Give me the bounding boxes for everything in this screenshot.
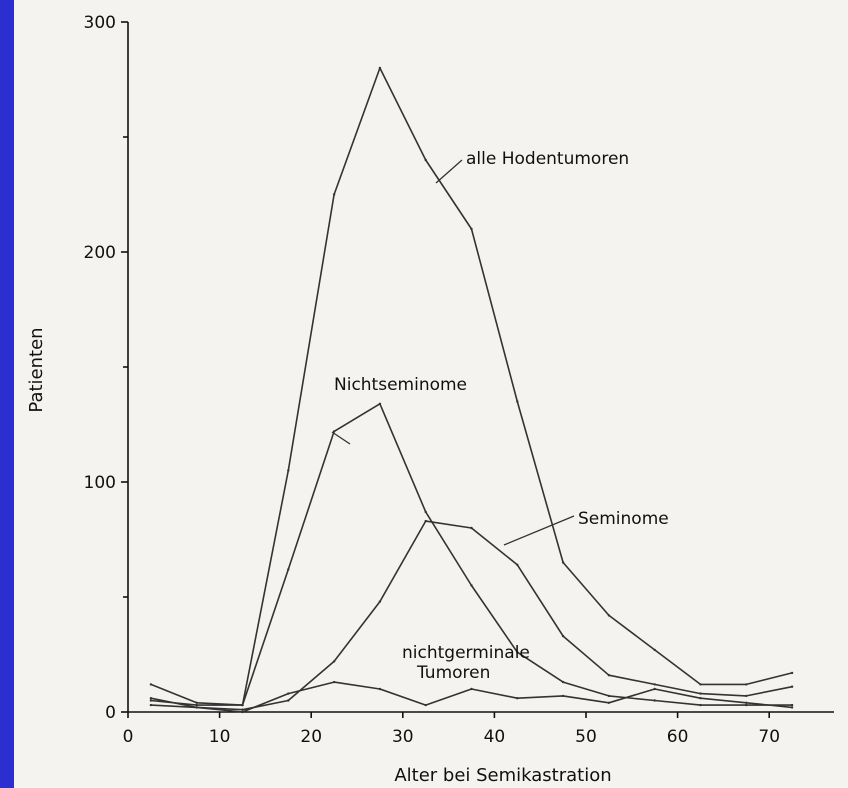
data-point-2-6: [424, 519, 427, 523]
x-tick-label: 30: [392, 727, 414, 747]
x-tick-label: 50: [575, 727, 597, 747]
data-point-3-13: [745, 701, 748, 704]
data-point-3-4: [332, 680, 336, 684]
data-point-3-7: [470, 687, 473, 691]
series-line-nichtgerminale-tumoren: [150, 681, 793, 713]
annotation-leader-line: [503, 515, 575, 546]
data-point-1-0: [149, 683, 153, 686]
x-tick-label: 40: [484, 727, 506, 747]
axes: 0 100 200 300 0 10 20 30 40 50 60 70: [84, 13, 834, 747]
x-tick-label: 10: [209, 727, 231, 747]
data-point-0-6: [424, 158, 427, 162]
data-point-0-14: [790, 671, 794, 675]
data-point-3-3: [287, 692, 290, 695]
x-tick-label: 0: [123, 727, 134, 747]
data-point-0-8: [516, 400, 519, 403]
data-point-2-0: [149, 703, 153, 707]
data-point-1-3: [287, 568, 290, 571]
data-point-1-8: [516, 651, 519, 654]
data-point-0-12: [699, 683, 702, 686]
annotation-leader-line: [331, 431, 351, 445]
data-point-2-5: [378, 600, 382, 603]
data-point-1-4: [332, 430, 336, 433]
data-point-0-7: [470, 227, 473, 231]
data-point-0-13: [745, 683, 748, 686]
annotation-label: alle Hodentumoren: [466, 149, 629, 169]
data-point-0-10: [607, 614, 611, 617]
data-point-1-14: [790, 703, 794, 707]
series-layer: [149, 66, 794, 714]
data-point-2-8: [516, 563, 519, 566]
data-point-3-8: [516, 697, 519, 700]
data-point-1-2: [241, 703, 244, 707]
data-point-1-7: [470, 584, 473, 587]
x-tick-label: 20: [300, 727, 322, 747]
annotation-label: Seminome: [578, 509, 669, 529]
data-point-1-10: [607, 694, 611, 698]
annotation-label: Tumoren: [416, 663, 490, 683]
annotation-layer: alle Hodentumoren Nichtseminome Seminome ni…: [331, 149, 669, 683]
data-point-2-14: [790, 685, 794, 688]
data-point-2-7: [470, 526, 473, 530]
data-point-3-9: [561, 694, 565, 698]
data-point-1-5: [378, 402, 382, 405]
x-tick-label: 70: [758, 727, 780, 747]
data-point-2-10: [607, 674, 611, 677]
data-point-3-2: [241, 710, 244, 714]
data-point-2-2: [241, 708, 244, 711]
data-point-1-12: [699, 703, 702, 707]
data-point-3-14: [790, 706, 794, 709]
y-axis-title: Patienten: [26, 327, 47, 412]
data-point-3-6: [424, 703, 427, 707]
data-point-1-6: [424, 510, 427, 514]
data-point-2-11: [653, 683, 656, 686]
x-axis-title: Alter bei Semikastration: [394, 765, 611, 786]
data-point-3-0: [149, 697, 153, 700]
line-chart: 0 100 200 300 0 10 20 30 40 50 60 70 alle Hodentumo…: [26, 13, 834, 786]
data-point-2-13: [745, 694, 748, 698]
data-point-3-5: [378, 687, 382, 691]
y-tick-label: 100: [84, 473, 116, 493]
data-point-2-3: [287, 699, 290, 702]
x-tick-label: 60: [667, 727, 689, 747]
annotation-label: nichtgerminale: [402, 643, 530, 663]
data-point-1-1: [195, 701, 198, 704]
data-point-1-9: [561, 680, 565, 684]
y-tick-label: 300: [84, 13, 116, 33]
data-point-2-12: [699, 692, 702, 695]
data-point-0-11: [653, 648, 656, 652]
data-point-2-9: [561, 634, 565, 638]
data-point-1-11: [653, 699, 656, 702]
chart-panel: 0 100 200 300 0 10 20 30 40 50 60 70 alle Hodentumo…: [14, 0, 848, 788]
data-point-0-1: [195, 703, 198, 707]
data-point-3-11: [653, 687, 656, 691]
data-point-0-0: [149, 699, 153, 702]
data-point-3-10: [607, 701, 611, 704]
data-point-1-13: [745, 703, 748, 707]
data-point-0-3: [287, 469, 290, 472]
data-point-3-1: [195, 706, 198, 709]
y-tick-label: 0: [105, 703, 116, 723]
data-point-3-12: [699, 697, 702, 700]
data-point-0-5: [378, 66, 382, 70]
annotation-label: Nichtseminome: [334, 375, 467, 395]
y-tick-label: 200: [84, 243, 116, 263]
annotation-leader-line: [435, 159, 463, 184]
data-point-2-4: [332, 660, 336, 663]
data-point-0-4: [332, 193, 336, 196]
data-point-0-9: [561, 561, 565, 564]
